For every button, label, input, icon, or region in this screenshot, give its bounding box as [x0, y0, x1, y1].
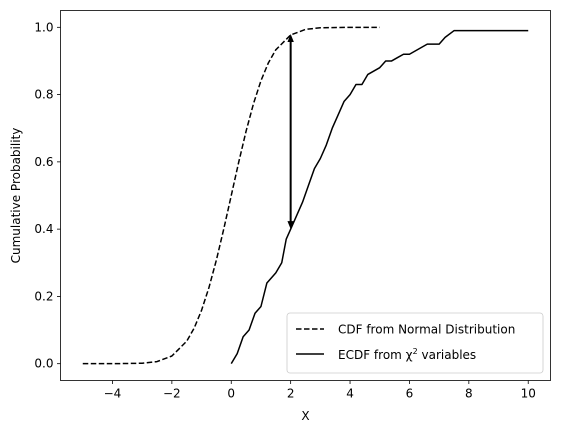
legend: CDF from Normal Distribution ECDF from χ…: [286, 312, 544, 374]
normal-cdf-line: [82, 26, 380, 365]
y-tick-label: 0.6: [34, 155, 53, 169]
gap-arrow-head-down: [287, 221, 294, 230]
plot-frame: [60, 10, 551, 381]
y-tick-label: 0.0: [34, 357, 53, 371]
x-tick-label: 6: [406, 387, 414, 401]
legend-label-ecdf: ECDF from χ2 variables: [338, 347, 476, 362]
annotation-layer: [287, 34, 294, 230]
y-axis: 0.0 0.2 0.4 0.6 0.8 1.0: [34, 20, 61, 371]
x-tick-label: −2: [163, 387, 181, 401]
x-tick-label: 10: [521, 387, 536, 401]
x-axis: −4 −2 0 2 4 6 8 10: [104, 380, 536, 401]
legend-box: [286, 312, 544, 374]
series-layer: [82, 26, 529, 365]
x-axis-label: X: [301, 409, 309, 423]
x-tick-label: 8: [465, 387, 473, 401]
y-tick-label: 0.4: [34, 222, 53, 236]
ecdf-line: [230, 29, 529, 365]
y-axis-label: Cumulative Probability: [9, 128, 23, 264]
legend-label-normal-cdf: CDF from Normal Distribution: [338, 323, 515, 337]
x-tick-label: 2: [287, 387, 295, 401]
gap-arrow-head-up: [287, 34, 294, 43]
x-tick-label: −4: [104, 387, 122, 401]
y-tick-label: 1.0: [34, 20, 53, 34]
y-tick-label: 0.2: [34, 289, 53, 303]
x-tick-label: 4: [346, 387, 354, 401]
y-tick-label: 0.8: [34, 88, 53, 102]
x-tick-label: 0: [227, 387, 235, 401]
